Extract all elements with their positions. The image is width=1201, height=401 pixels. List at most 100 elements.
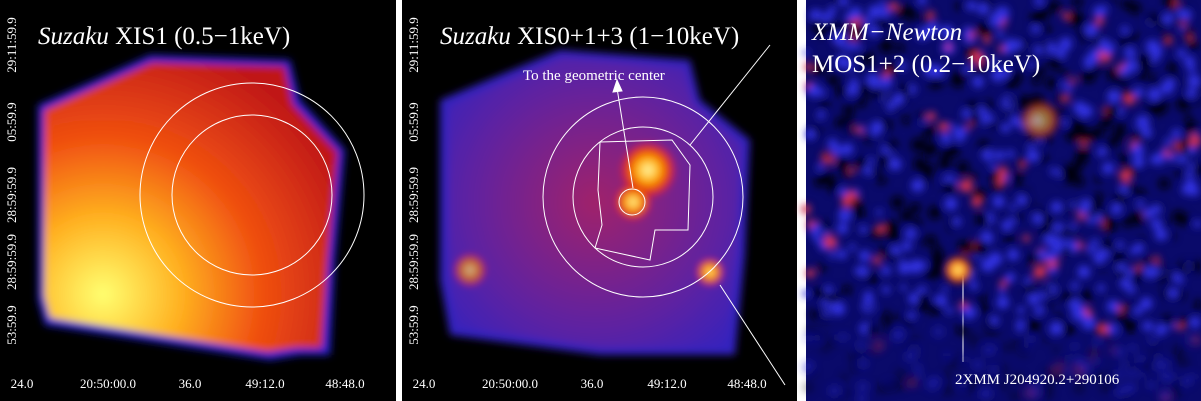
- noise-dot: [940, 133, 951, 144]
- noise-dot: [886, 140, 898, 152]
- noise-dot: [1037, 250, 1047, 260]
- noise-dot: [1107, 300, 1120, 313]
- annotation: To the geometric center: [523, 68, 665, 84]
- noise-dot: [907, 378, 918, 389]
- noise-dot: [961, 241, 974, 254]
- noise-dot: [913, 363, 922, 372]
- noise-dot: [1186, 170, 1194, 178]
- noise-dot: [843, 389, 852, 398]
- noise-dot: [969, 173, 976, 180]
- noise-dot: [871, 128, 880, 137]
- noise-dot: [905, 228, 916, 239]
- noise-dot: [836, 85, 847, 96]
- x-tick-label: 24.0: [413, 376, 436, 391]
- noise-dot: [1144, 53, 1153, 62]
- noise-dot: [992, 184, 1001, 193]
- noise-dot: [858, 83, 871, 96]
- noise-dot: [819, 100, 828, 109]
- noise-dot: [1127, 286, 1135, 294]
- noise-dot: [963, 26, 972, 35]
- noise-dot: [910, 335, 920, 345]
- noise-dot: [1187, 75, 1200, 88]
- noise-dot: [989, 162, 996, 169]
- noise-dot: [1064, 355, 1074, 365]
- noise-dot: [824, 286, 832, 294]
- noise-dot: [929, 77, 940, 88]
- noise-dot: [1190, 317, 1201, 328]
- noise-dot: [1124, 47, 1135, 58]
- noise-dot: [1177, 323, 1184, 330]
- noise-dot: [1016, 195, 1027, 206]
- noise-dot: [843, 143, 854, 154]
- noise-dot: [1044, 303, 1051, 310]
- noise-dot: [808, 369, 817, 378]
- noise-dot: [1188, 66, 1196, 74]
- noise-dot: [1114, 126, 1126, 138]
- noise-dot: [1121, 360, 1129, 368]
- noise-dot: [1050, 322, 1063, 335]
- noise-dot: [1187, 40, 1197, 50]
- noise-dot: [894, 328, 904, 338]
- noise-dot: [847, 126, 854, 133]
- noise-dot: [912, 218, 921, 227]
- noise-dot: [1060, 165, 1073, 178]
- noise-dot: [914, 161, 924, 171]
- annotation: 2XMM J204920.2+290106: [955, 372, 1120, 388]
- title-italic: XMM−Newton: [811, 19, 962, 46]
- noise-dot: [927, 112, 936, 121]
- noise-dot: [1066, 130, 1078, 142]
- noise-dot: [893, 107, 899, 113]
- noise-dot: [1158, 266, 1165, 273]
- noise-dot: [962, 109, 971, 118]
- noise-dot: [1167, 61, 1177, 71]
- noise-dot: [1112, 251, 1125, 264]
- noise-dot: [923, 144, 936, 157]
- noise-dot: [1153, 153, 1165, 165]
- noise-dot: [1071, 342, 1079, 350]
- noise-dot: [1062, 12, 1069, 19]
- noise-dot: [1091, 127, 1103, 139]
- noise-dot: [881, 8, 891, 18]
- noise-dot: [978, 294, 986, 302]
- noise-dot: [1117, 270, 1127, 280]
- noise-dot: [911, 138, 924, 151]
- noise-dot: [1164, 149, 1171, 156]
- noise-dot: [1138, 237, 1145, 244]
- noise-dot: [995, 150, 1005, 160]
- noise-dot: [981, 25, 992, 36]
- noise-dot: [823, 230, 830, 237]
- noise-dot: [1038, 292, 1046, 300]
- noise-dot: [977, 3, 988, 14]
- noise-dot: [1118, 76, 1127, 85]
- noise-dot: [1034, 306, 1044, 316]
- noise-dot: [1176, 97, 1190, 111]
- noise-dot: [1061, 246, 1070, 255]
- noise-dot: [835, 157, 849, 171]
- noise-dot: [1126, 367, 1138, 379]
- noise-dot: [838, 208, 852, 222]
- noise-dot: [849, 7, 862, 20]
- noise-dot: [979, 304, 989, 314]
- noise-dot: [983, 100, 993, 110]
- noise-dot: [827, 178, 839, 190]
- noise-dot: [1007, 249, 1019, 261]
- noise-dot: [1132, 130, 1142, 140]
- x-tick-label: 24.0: [11, 376, 34, 391]
- noise-dot: [881, 266, 891, 276]
- noise-dot: [918, 238, 924, 244]
- noise-dot: [1028, 319, 1041, 332]
- noise-dot: [828, 384, 841, 397]
- noise-dot: [840, 373, 849, 382]
- noise-dot: [1188, 162, 1194, 168]
- noise-dot: [1140, 297, 1153, 310]
- noise-dot: [811, 224, 822, 235]
- noise-dot: [1123, 319, 1137, 333]
- noise-dot: [877, 224, 886, 233]
- title-rest: XIS0+1+3 (1−10keV): [517, 23, 739, 50]
- y-tick-label: 29:11:59.9: [406, 17, 421, 73]
- title-italic: Suzaku: [38, 23, 109, 50]
- noise-dot: [1095, 214, 1103, 222]
- noise-dot: [1016, 319, 1024, 327]
- noise-dot: [1055, 314, 1063, 322]
- noise-dot: [1119, 170, 1131, 182]
